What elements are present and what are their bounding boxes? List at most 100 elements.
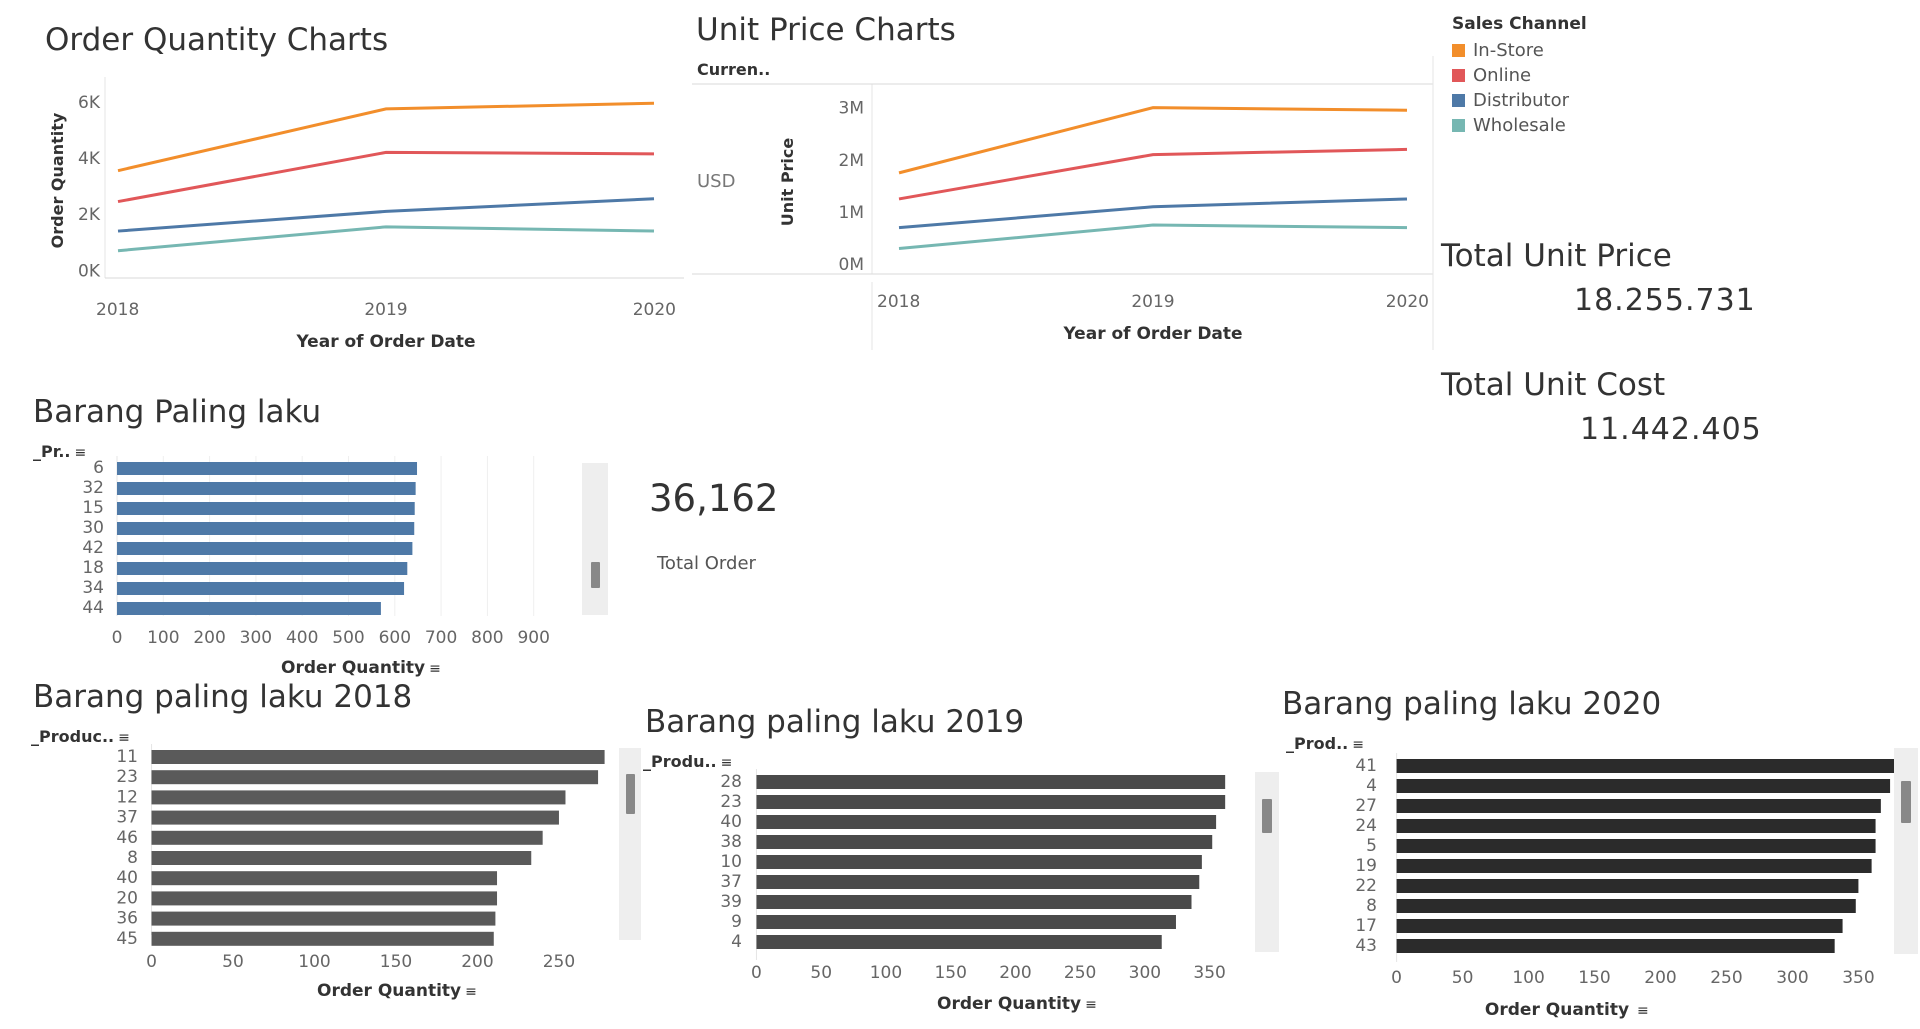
dim-header-text: _Prod.. xyxy=(1286,734,1349,753)
legend-item-distributor[interactable]: Distributor xyxy=(1452,88,1587,113)
x-tick-label: 350 xyxy=(1193,963,1225,983)
currency-header: Curren.. xyxy=(697,60,771,79)
category-label: 4 xyxy=(1366,776,1377,796)
bar-product-11 xyxy=(151,750,605,764)
x-tick-label: 200 xyxy=(999,963,1031,983)
top-2019-dim-header[interactable]: _Produ.. ≡ xyxy=(643,752,732,771)
top-products-scrollbar[interactable] xyxy=(582,463,608,615)
bar-product-32 xyxy=(117,482,416,495)
top-2019-title: Barang paling laku 2019 xyxy=(645,704,1025,740)
sort-icon[interactable]: ≡ xyxy=(1085,997,1097,1013)
category-label: 39 xyxy=(720,892,742,912)
unit-price-title: Unit Price Charts xyxy=(696,12,956,48)
top-products-dim-header[interactable]: _Pr.. ≡ xyxy=(33,442,86,461)
x-tick-label: 300 xyxy=(1129,963,1161,983)
x-axis-title-text: Order Quantity xyxy=(317,981,462,1001)
x-tick-label: 50 xyxy=(222,952,244,972)
x-tick-label: 150 xyxy=(1578,968,1610,988)
bar-product-6 xyxy=(117,462,418,475)
x-tick-label: 2019 xyxy=(1131,292,1174,312)
x-tick-label: 0 xyxy=(146,952,157,972)
category-label: 42 xyxy=(82,538,104,558)
bar-product-44 xyxy=(117,602,381,615)
x-tick-label: 800 xyxy=(471,628,503,648)
top-2020-dim-header[interactable]: _Prod.. ≡ xyxy=(1286,734,1364,753)
x-tick-label: 0 xyxy=(1391,968,1402,988)
total-unit-cost-value: 11.442.405 xyxy=(1580,412,1762,447)
top-2019-x-title: Order Quantity ≡ xyxy=(937,994,1097,1014)
total-unit-cost-label: Total Unit Cost xyxy=(1441,367,1666,403)
x-axis-title: Order Quantity xyxy=(1485,1000,1629,1020)
x-tick-label: 200 xyxy=(461,952,493,972)
category-label: 37 xyxy=(116,808,138,828)
category-label: 18 xyxy=(82,558,104,578)
scroll-thumb[interactable] xyxy=(1901,781,1911,823)
bar-product-4 xyxy=(756,935,1162,949)
bar-product-41 xyxy=(1396,759,1895,773)
category-label: 45 xyxy=(116,929,138,949)
sort-icon[interactable]: ≡ xyxy=(74,445,87,461)
legend-label: Online xyxy=(1473,65,1532,86)
x-tick-label: 0 xyxy=(751,963,762,983)
bar-product-23 xyxy=(756,795,1226,809)
category-label: 40 xyxy=(116,868,138,888)
x-axis-title-text: Order Quantity xyxy=(281,658,426,678)
sort-icon[interactable]: ≡ xyxy=(465,984,477,1000)
x-tick-label: 2019 xyxy=(364,300,407,320)
dim-header-text: _Produ.. xyxy=(643,752,717,771)
x-axis-title-text: Order Quantity xyxy=(937,994,1082,1014)
scroll-thumb[interactable] xyxy=(591,562,600,588)
x-tick-label: 200 xyxy=(1644,968,1676,988)
currency-value: USD xyxy=(697,171,736,192)
order-quantity-line-chart[interactable]: 0K 2K 4K 6K 2018 2019 2020 Year of Order Date Or… xyxy=(0,0,700,352)
category-label: 22 xyxy=(1355,876,1377,896)
category-label: 19 xyxy=(1355,856,1377,876)
bar-product-18 xyxy=(117,562,408,575)
scroll-thumb[interactable] xyxy=(1262,799,1272,833)
x-tick-label: 600 xyxy=(379,628,411,648)
top-products-x-title: Order Quantity ≡ xyxy=(281,658,441,678)
top-2020-scrollbar[interactable] xyxy=(1894,748,1918,954)
category-label: 38 xyxy=(720,832,742,852)
y-tick-label: 6K xyxy=(78,93,101,113)
legend-item-in-store[interactable]: In-Store xyxy=(1452,38,1587,63)
category-label: 11 xyxy=(116,747,138,767)
x-tick-label: 500 xyxy=(332,628,364,648)
sort-icon[interactable]: ≡ xyxy=(429,661,441,677)
total-order-label: Total Order xyxy=(657,553,756,574)
bar-product-40 xyxy=(756,815,1217,829)
bar-product-42 xyxy=(117,542,413,555)
dim-header-text: _Pr.. xyxy=(33,442,71,461)
unit-price-line-chart[interactable]: 0M 1M 2M 3M 2018 2019 2020 Year of Order Date Un… xyxy=(0,0,1440,360)
sort-icon[interactable]: ≡ xyxy=(720,755,733,771)
x-tick-label: 900 xyxy=(517,628,549,648)
bar-product-15 xyxy=(117,502,415,515)
top-2018-scrollbar[interactable] xyxy=(619,748,641,940)
category-label: 24 xyxy=(1355,816,1377,836)
x-tick-label: 700 xyxy=(425,628,457,648)
series-line-wholesale xyxy=(117,225,655,253)
sort-icon[interactable]: ≡ xyxy=(118,730,130,746)
bar-product-10 xyxy=(756,855,1202,869)
bar-product-43 xyxy=(1396,939,1835,953)
top-2019-scrollbar[interactable] xyxy=(1255,772,1279,952)
category-label: 30 xyxy=(82,518,104,538)
sort-icon[interactable]: ≡ xyxy=(1352,737,1364,753)
bar-product-8 xyxy=(1396,899,1856,913)
bar-product-28 xyxy=(756,775,1226,789)
legend-item-online[interactable]: Online xyxy=(1452,63,1587,88)
top-2018-title: Barang paling laku 2018 xyxy=(33,679,413,715)
top-2018-dim-header[interactable]: _Produc.. ≡ xyxy=(31,727,130,746)
legend-item-wholesale[interactable]: Wholesale xyxy=(1452,113,1587,138)
scroll-thumb[interactable] xyxy=(626,774,635,814)
y-tick-label: 2K xyxy=(78,205,101,225)
x-tick-label: 250 xyxy=(1710,968,1742,988)
x-tick-label: 250 xyxy=(1064,963,1096,983)
bar-product-17 xyxy=(1396,919,1843,933)
category-label: 46 xyxy=(116,828,138,848)
top-2020-title: Barang paling laku 2020 xyxy=(1282,686,1662,722)
